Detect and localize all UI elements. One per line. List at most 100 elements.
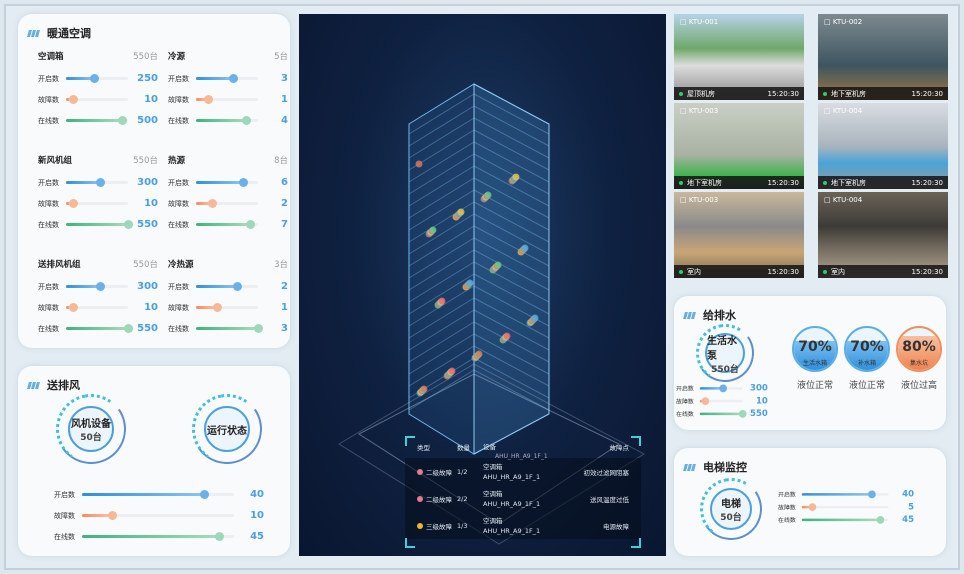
elevator-panel: 电梯监控 电梯 50台 开启数 40 故障数 5 在线数 45 [674, 448, 946, 556]
fault-count: 1/3 [457, 521, 468, 530]
fault-device: 空调箱 [483, 489, 503, 498]
stat-row: 开启数 300 [38, 276, 158, 297]
camera-feed[interactable]: □ KTU-004 室内 15:20:30 [818, 192, 948, 278]
camera-feed[interactable]: □ KTU-003 地下室机房 15:20:30 [674, 103, 804, 189]
fault-device-code: AHU_HR_A9_1F_1 [483, 526, 541, 535]
elevator-ring: 电梯 50台 [695, 473, 767, 545]
stat-label: 在线数 [676, 410, 694, 418]
stat-row: 开启数 300 [38, 172, 158, 193]
stat-row: 在线数 45 [778, 514, 914, 527]
camera-id: □ KTU-002 [824, 18, 863, 26]
camera-id: □ KTU-003 [680, 196, 719, 204]
tank-percent: 70% [850, 339, 884, 355]
stat-bar [66, 220, 133, 229]
camera-location: 地下室机房 [687, 178, 722, 187]
camera-location: 地下室机房 [831, 89, 866, 98]
fault-count: 1/2 [457, 467, 468, 476]
fault-row[interactable]: 二级故障 2/2 空调箱 AHU_HR_A9_1F_1 送风温度过低 [405, 485, 641, 512]
online-dot-icon [679, 91, 683, 96]
stat-row: 开启数 6 [168, 172, 288, 193]
stat-row: 在线数 45 [54, 526, 264, 547]
stat-row: 故障数 10 [54, 505, 264, 526]
stat-label: 故障数 [38, 199, 59, 208]
fault-device-code: AHU_HR_A9_1F_1 [483, 499, 541, 508]
stat-label: 在线数 [38, 220, 59, 229]
stat-label: 故障数 [168, 199, 189, 208]
stat-bar [196, 282, 258, 291]
camera-feed[interactable]: □ KTU-003 室内 15:20:30 [674, 192, 804, 278]
camera-feed[interactable]: □ KTU-004 地下室机房 15:20:30 [818, 103, 948, 189]
stat-value: 40 [250, 489, 264, 500]
fault-table-header: 类型 数量 设备 故障点 [405, 436, 641, 458]
stat-row: 开启数 40 [54, 484, 264, 505]
stat-row: 开启数 250 [38, 68, 158, 89]
fault-type: 二级故障 [426, 468, 452, 477]
group-total: 5台 [274, 52, 288, 62]
fault-row[interactable]: 二级故障 1/2 空调箱 AHU_HR_A9_1F_1 初效过滤网阻塞 [405, 458, 641, 485]
group-name: 送排风机组 [38, 260, 81, 270]
panel-title: 送排风 [27, 377, 80, 393]
stat-label: 开启数 [168, 74, 189, 83]
stat-row: 在线数 4 [168, 110, 288, 131]
tank-status: 液位正常 [848, 381, 885, 391]
stat-bar [82, 511, 234, 520]
tank-percent: 70% [798, 339, 832, 355]
stat-value: 45 [902, 515, 914, 525]
fault-row[interactable]: 三级故障 1/3 空调箱 AHU_HR_A9_1F_1 电源故障 [405, 512, 641, 539]
fan-device-count: 50台 [80, 433, 102, 443]
stat-bar [801, 490, 889, 499]
camera-feed[interactable]: □ KTU-002 地下室机房 15:20:30 [818, 14, 948, 100]
stat-label: 在线数 [168, 324, 189, 333]
stat-bar [66, 95, 128, 104]
stat-value: 10 [144, 94, 158, 105]
camera-feed[interactable]: □ KTU-001 屋顶机房 15:20:30 [674, 14, 804, 100]
partial-row: AHU_HR_A9_1F_1 [495, 453, 548, 460]
stat-value: 300 [137, 177, 158, 188]
fan-device-label: 风机设备 [71, 419, 111, 430]
header-count: 数量 [457, 444, 470, 452]
fault-point: 初效过滤网阻塞 [583, 468, 630, 477]
stat-row: 在线数 500 [38, 110, 158, 131]
camera-time: 15:20:30 [911, 89, 943, 98]
stat-row: 开启数 40 [778, 488, 914, 501]
run-status-label: 运行状态 [207, 425, 247, 437]
stat-row: 在线数 550 [38, 318, 158, 339]
tank-status: 液位过高 [900, 381, 937, 391]
online-dot-icon [679, 180, 683, 185]
stat-label: 开启数 [38, 282, 59, 291]
stat-row: 故障数 2 [168, 193, 288, 214]
stat-bar [699, 410, 747, 418]
pump-ring: 生活水泵 550台 [691, 319, 759, 387]
stat-row: 故障数 10 [38, 297, 158, 318]
stat-value: 5 [908, 502, 914, 512]
tank-status: 液位正常 [796, 381, 833, 391]
elevator-count: 50台 [720, 513, 742, 523]
stat-value: 550 [137, 323, 158, 334]
group-total: 8台 [274, 156, 288, 166]
stat-value: 550 [137, 219, 158, 230]
stat-bar [196, 303, 258, 312]
stat-label: 故障数 [54, 511, 75, 520]
group-name: 热源 [168, 156, 186, 166]
severity-dot-icon [417, 468, 423, 475]
stat-bar [196, 74, 258, 83]
stat-label: 开启数 [778, 490, 796, 498]
hvac-group: 送排风机组 550台 开启数 300 故障数 10 在线数 550 [38, 258, 158, 339]
stat-label: 故障数 [38, 303, 59, 312]
online-dot-icon [679, 269, 683, 274]
stat-bar [196, 95, 258, 104]
stat-value: 6 [281, 177, 288, 188]
water-panel: 给排水 生活水泵 550台 开启数 300 故障数 10 在线数 550 70% 生… [674, 296, 946, 430]
stat-row: 在线数 7 [168, 214, 288, 235]
panel-title: 给排水 [683, 307, 736, 323]
group-total: 550台 [133, 260, 158, 270]
stat-value: 300 [137, 281, 158, 292]
stat-label: 开启数 [38, 178, 59, 187]
group-total: 550台 [133, 156, 158, 166]
stat-label: 故障数 [168, 95, 189, 104]
severity-dot-icon [417, 495, 423, 502]
hvac-group: 冷热源 3台 开启数 2 故障数 1 在线数 3 [168, 258, 288, 339]
stat-row: 故障数 10 [38, 193, 158, 214]
stat-bar [801, 516, 889, 524]
group-name: 冷热源 [168, 260, 194, 270]
